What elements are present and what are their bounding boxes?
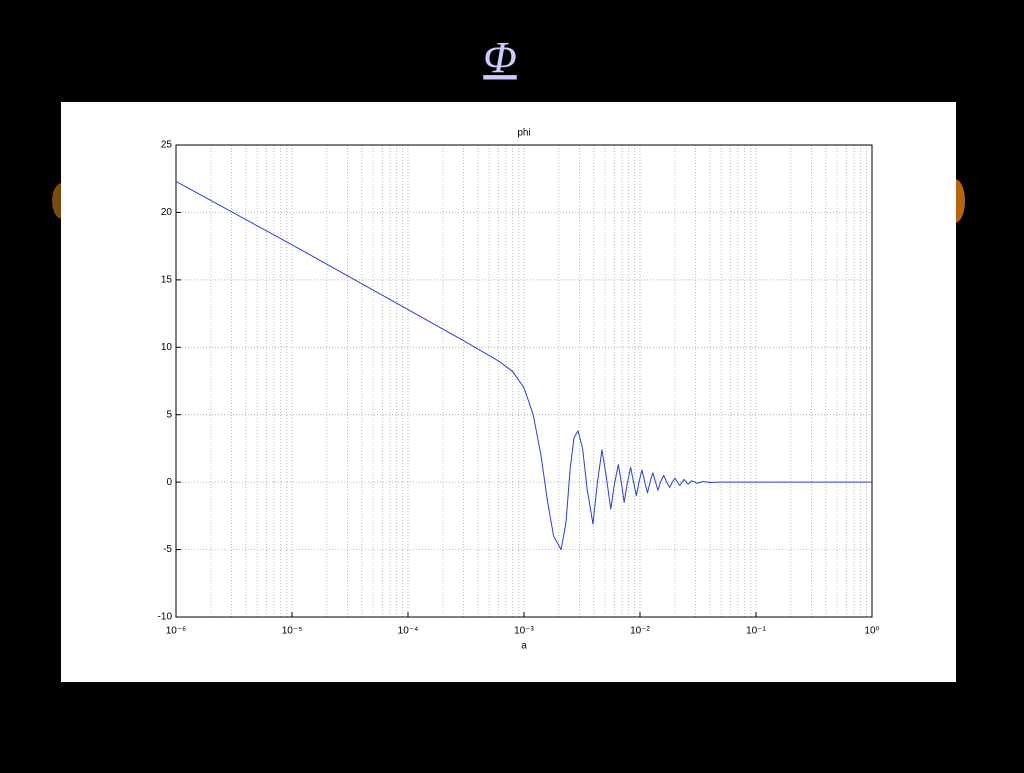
y-tick-label: 25 [161, 140, 173, 151]
x-tick-label: 10⁻⁵ [282, 626, 303, 637]
y-tick-label: 0 [166, 477, 172, 488]
line [175, 180, 872, 551]
figure-panel [61, 102, 956, 682]
axes-frame [175, 144, 873, 618]
x-tick-label: 10⁻⁶ [166, 626, 187, 637]
x-tick-label: 10⁻² [630, 626, 650, 637]
y-tick-label: 10 [161, 342, 173, 353]
y-tick-label: -5 [163, 544, 172, 555]
slide-title: Φ [483, 33, 517, 82]
y-tick-label: 5 [166, 409, 172, 420]
x-tick-label: 10⁻⁴ [398, 626, 419, 637]
plot: 10⁻⁶ 10⁻⁵ 10⁻⁴ 10⁻³ 10⁻² 10⁻¹ 10⁰ -10 -5 0 5 10 15 20… [158, 140, 880, 637]
x-axis-label: a [521, 641, 527, 652]
y-tick-label: -10 [158, 612, 173, 623]
chart-title: phi [517, 128, 530, 139]
x-tick-label: 10⁰ [864, 626, 879, 637]
y-tick-label: 20 [161, 207, 173, 218]
x-tick-label: 10⁻¹ [746, 626, 766, 637]
y-tick-label: 15 [161, 274, 173, 285]
x-tick-label: 10⁻³ [514, 626, 534, 637]
